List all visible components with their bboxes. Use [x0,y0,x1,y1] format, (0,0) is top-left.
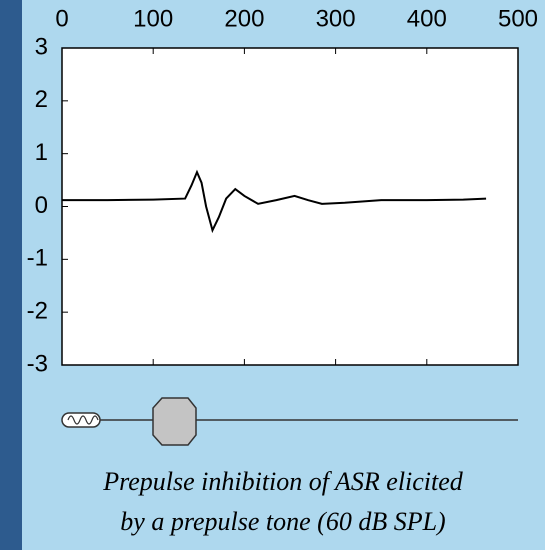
tone-wave [67,415,99,425]
side-strip [0,0,22,550]
y-tick-label: -1 [27,245,48,272]
line [62,169,487,234]
x-tick-label: 100 [133,5,173,32]
caption-line: Prepulse inhibition of ASR elicited [102,467,464,496]
x-tick-label: 0 [55,5,68,32]
x-tick-label: 400 [407,5,447,32]
y-tick-label: 3 [35,33,48,60]
plot-area [61,47,519,366]
y-tick-label: 2 [35,86,48,113]
x-tick-label: 300 [316,5,356,32]
stimulus-diagram [61,397,518,446]
x-tick-label: 200 [224,5,264,32]
prepulse-tone [61,412,101,428]
y-tick-label: -2 [27,298,48,325]
y-tick-label: 0 [35,192,48,219]
caption-line: by a prepulse tone (60 dB SPL) [120,507,445,536]
x-tick-label: 500 [498,5,538,32]
y-tick-label: -3 [27,350,48,377]
startle-pulse [152,397,197,446]
y-tick-label: 1 [35,139,48,166]
